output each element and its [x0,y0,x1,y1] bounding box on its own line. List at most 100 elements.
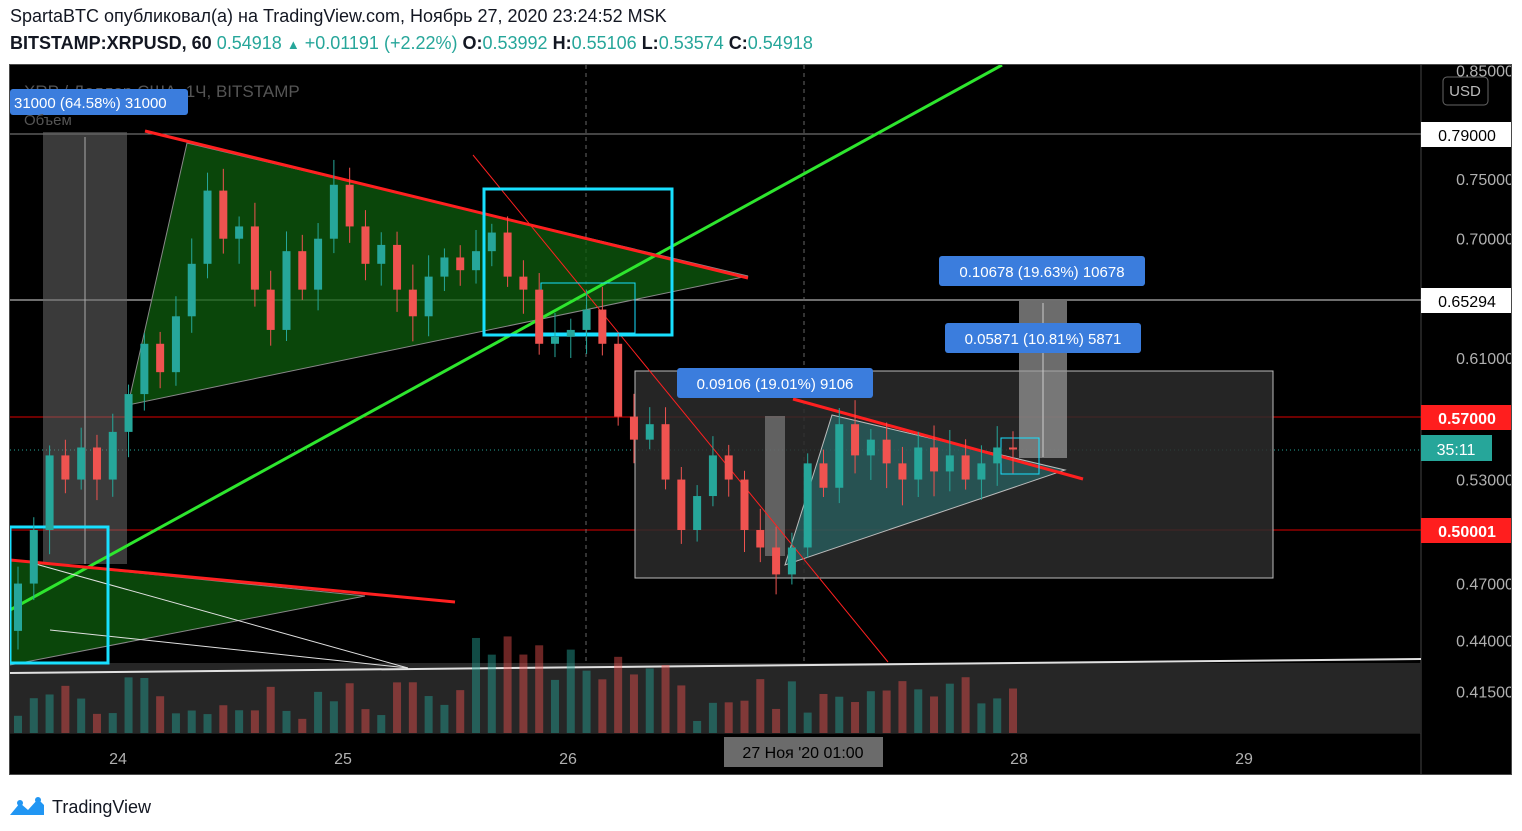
candle-body [645,424,654,440]
volume-bars [14,636,1017,733]
candle-body [724,455,733,480]
low-label: L: [641,33,659,53]
price-badge-079-bg [1421,122,1511,147]
chart-frame[interactable]: XRP / Доллар США, 1Ч, BITSTAMP 31000 (64… [9,64,1512,775]
price-axis-ticks: 0.85000 0.75000 0.70000 0.61000 0.53000 0.470… [1456,65,1512,701]
candle-body [582,309,591,330]
candle-body [756,530,765,548]
candle-body [124,394,133,432]
candle-body [519,276,528,290]
countdown-badge-bg [1421,435,1492,461]
volume-bar [156,696,165,733]
candle-body [456,257,465,271]
volume-bar [171,713,180,733]
price-badge-057-bg [1421,405,1511,430]
candle-body [92,447,101,480]
volume-bar [314,691,323,733]
candle-body [314,238,323,290]
price-tick-label: 0.85000 [1456,65,1512,81]
candle-body [898,463,907,480]
candle-body [266,289,275,330]
candle-body [45,455,54,530]
candle-body [866,439,875,456]
candle-body [614,343,623,417]
green-uptrend-line [10,65,1003,612]
tradingview-logo-icon[interactable] [8,795,46,819]
candle-body [550,336,559,344]
candle-body [977,463,986,480]
currency-button-bg[interactable] [1442,76,1489,106]
tradingview-brand[interactable]: TradingView [52,796,152,817]
publish-info-text: SpartaBTC опубликовал(а) на TradingView.… [10,6,667,26]
volume-bar [977,703,986,733]
time-tick-label: 28 [1010,751,1028,768]
volume-bar [708,702,717,733]
volume-bar [393,682,402,733]
cyan-box-breakdown [482,187,674,337]
crosshair-time-label: 27 Ноя '20 01:00 [742,745,863,762]
candle-body [1009,447,1017,450]
candle-body [598,309,607,344]
volume-bar [740,700,749,733]
time-tick-label: 26 [559,751,577,768]
chart-canvas[interactable]: XRP / Доллар США, 1Ч, BITSTAMP 31000 (64… [10,65,1512,775]
candle-body [629,416,638,440]
candle-body [930,447,939,472]
volume-bar [408,682,417,733]
candle-body [156,343,165,373]
price-tick-label: 0.70000 [1456,232,1512,249]
candle-body [14,583,22,631]
measure-label-3-bg [677,368,873,398]
volume-bar [582,670,591,733]
volume-bar [566,649,575,733]
volume-bar [614,656,623,733]
volume-bar [361,709,370,733]
currency-button[interactable]: USD [1449,83,1481,100]
candle-body [787,547,796,575]
volume-bar [456,690,465,733]
price-badge-065: 0.65294 [1438,294,1496,311]
candle-body [819,463,828,488]
price-tick-label: 0.47000 [1456,577,1512,594]
price-badge-057: 0.57000 [1438,411,1496,428]
volume-bar [835,696,844,733]
candle-body [361,226,370,264]
candle-body [171,316,180,373]
price-tick-label: 0.53000 [1456,473,1512,490]
cyan-box-left [10,525,110,665]
volume-bar [724,702,733,733]
volume-bar [77,698,86,733]
volume-bar [250,710,259,733]
volume-bar [503,636,512,733]
volume-bar [124,677,133,733]
candle-body [914,447,923,480]
volume-bar [693,720,702,733]
candle-body [961,455,970,480]
publish-info: SpartaBTC опубликовал(а) на TradingView.… [10,6,667,27]
volume-bar [930,696,939,733]
open-label: O: [462,33,483,53]
triangle-up-icon: ▲ [286,37,300,52]
volume-bar [756,679,765,733]
red-thin-downtrend [472,154,889,663]
candle-body [187,263,196,317]
candle-body [772,547,781,575]
volume-bar [203,714,212,733]
candle-body [61,455,70,480]
measure-label-2-bg [945,323,1141,353]
candle-body [993,447,1002,464]
volume-bar [629,674,638,733]
price-badge-065-bg [1421,288,1511,313]
volume-bar [329,701,338,733]
volume-bar [993,698,1002,733]
price-tick-label: 0.44000 [1456,634,1512,651]
candle-body [235,226,244,239]
candle-body [29,530,38,584]
symbol-label: BITSTAMP:XRPUSD, 60 [10,33,212,53]
volume-bar [661,664,670,733]
volume-bar [1009,688,1017,733]
red-trendline-right [792,397,1084,481]
candles [14,159,1017,650]
candle-body [408,289,417,317]
volume-bar [187,710,196,733]
